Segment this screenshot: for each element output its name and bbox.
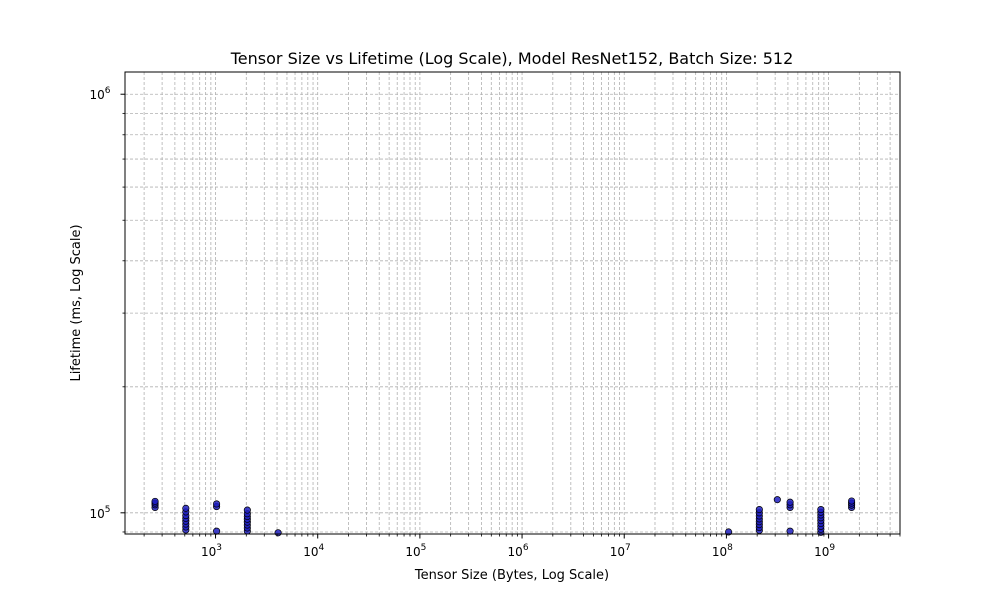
x-tick-label: 109 — [814, 543, 835, 559]
y-axis-label: Lifetime (ms, Log Scale) — [69, 224, 84, 381]
data-points — [151, 496, 856, 537]
x-tick-label: 106 — [508, 543, 529, 559]
x-tick-label: 105 — [405, 543, 426, 559]
scatter-point — [213, 500, 221, 508]
y-tick-label: 106 — [89, 86, 110, 102]
scatter-point — [773, 496, 781, 504]
scatter-point — [243, 506, 251, 514]
scatter-point — [274, 529, 282, 537]
scatter-point — [786, 498, 794, 506]
axis-ticks: 103 104 105 106 107 108 109 105 106 — [89, 86, 901, 559]
chart-title: Tensor Size vs Lifetime (Log Scale), Mod… — [230, 49, 794, 68]
scatter-point — [213, 527, 221, 535]
x-axis-label: Tensor Size (Bytes, Log Scale) — [414, 568, 609, 583]
scatter-point — [151, 497, 159, 505]
scatter-point — [786, 527, 794, 535]
scatter-point — [848, 497, 856, 505]
y-tick-label: 105 — [89, 505, 110, 521]
grid-lines — [125, 72, 901, 534]
scatter-point — [817, 506, 825, 514]
x-tick-label: 103 — [201, 543, 222, 559]
x-tick-label: 108 — [712, 543, 733, 559]
scatter-point — [755, 506, 763, 514]
scatter-point — [182, 504, 190, 512]
x-tick-label: 104 — [303, 543, 324, 559]
x-tick-label: 107 — [610, 543, 631, 559]
